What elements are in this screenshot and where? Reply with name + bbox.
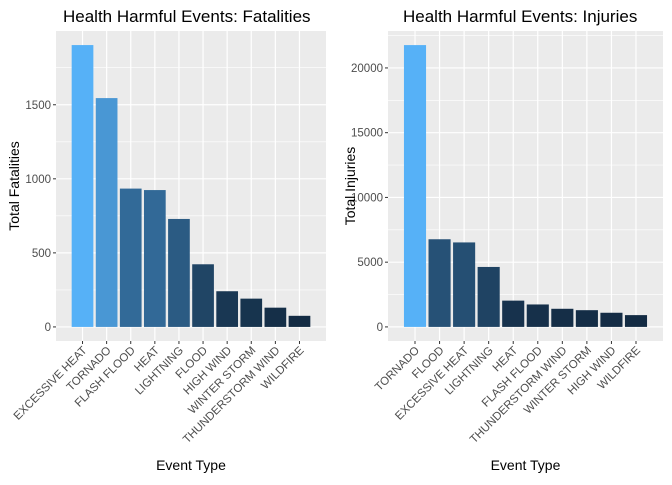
bar-flood — [428, 239, 451, 327]
bar-heat — [502, 300, 525, 327]
y-tick-label: 15000 — [351, 128, 383, 140]
bar-winter-storm — [575, 310, 598, 327]
bar-high-wind — [600, 312, 623, 327]
y-tick-label: 5000 — [357, 257, 383, 269]
chart-panel-2: 05000100001500020000TORNADOFLOODEXCESSIV… — [342, 7, 663, 473]
bar-wildfire — [288, 315, 311, 327]
bar-thunderstorm-wind — [264, 307, 287, 327]
bar-tornado — [95, 98, 118, 327]
bar-flash-flood — [119, 188, 142, 327]
bar-heat — [143, 190, 166, 327]
y-tick-label: 1500 — [25, 100, 51, 112]
y-tick-label: 0 — [377, 322, 383, 334]
bar-lightning — [168, 218, 190, 327]
bar-flash-flood — [526, 304, 549, 327]
bar-high-wind — [216, 291, 239, 327]
bar-wildfire — [624, 315, 648, 327]
bar-excessive-heat — [453, 242, 476, 327]
y-tick-label: 20000 — [351, 63, 383, 75]
chart-title: Health Harmful Events: Fatalities — [63, 7, 311, 26]
chart-title: Health Harmful Events: Injuries — [403, 7, 637, 26]
y-tick-label: 500 — [32, 248, 51, 260]
y-axis-label: Total Fatalities — [6, 141, 22, 230]
bar-excessive-heat — [71, 45, 94, 327]
bar-tornado — [403, 45, 427, 327]
y-tick-label: 0 — [45, 322, 51, 334]
bar-thunderstorm-wind — [551, 308, 574, 327]
y-tick-label: 1000 — [25, 174, 51, 186]
bar-winter-storm — [240, 298, 263, 327]
y-axis-label: Total Injuries — [342, 147, 358, 226]
bar-lightning — [477, 266, 500, 327]
x-axis-label: Event Type — [156, 457, 226, 473]
x-axis-label: Event Type — [491, 457, 561, 473]
bar-flood — [192, 264, 214, 327]
y-tick-label: 10000 — [351, 192, 383, 204]
